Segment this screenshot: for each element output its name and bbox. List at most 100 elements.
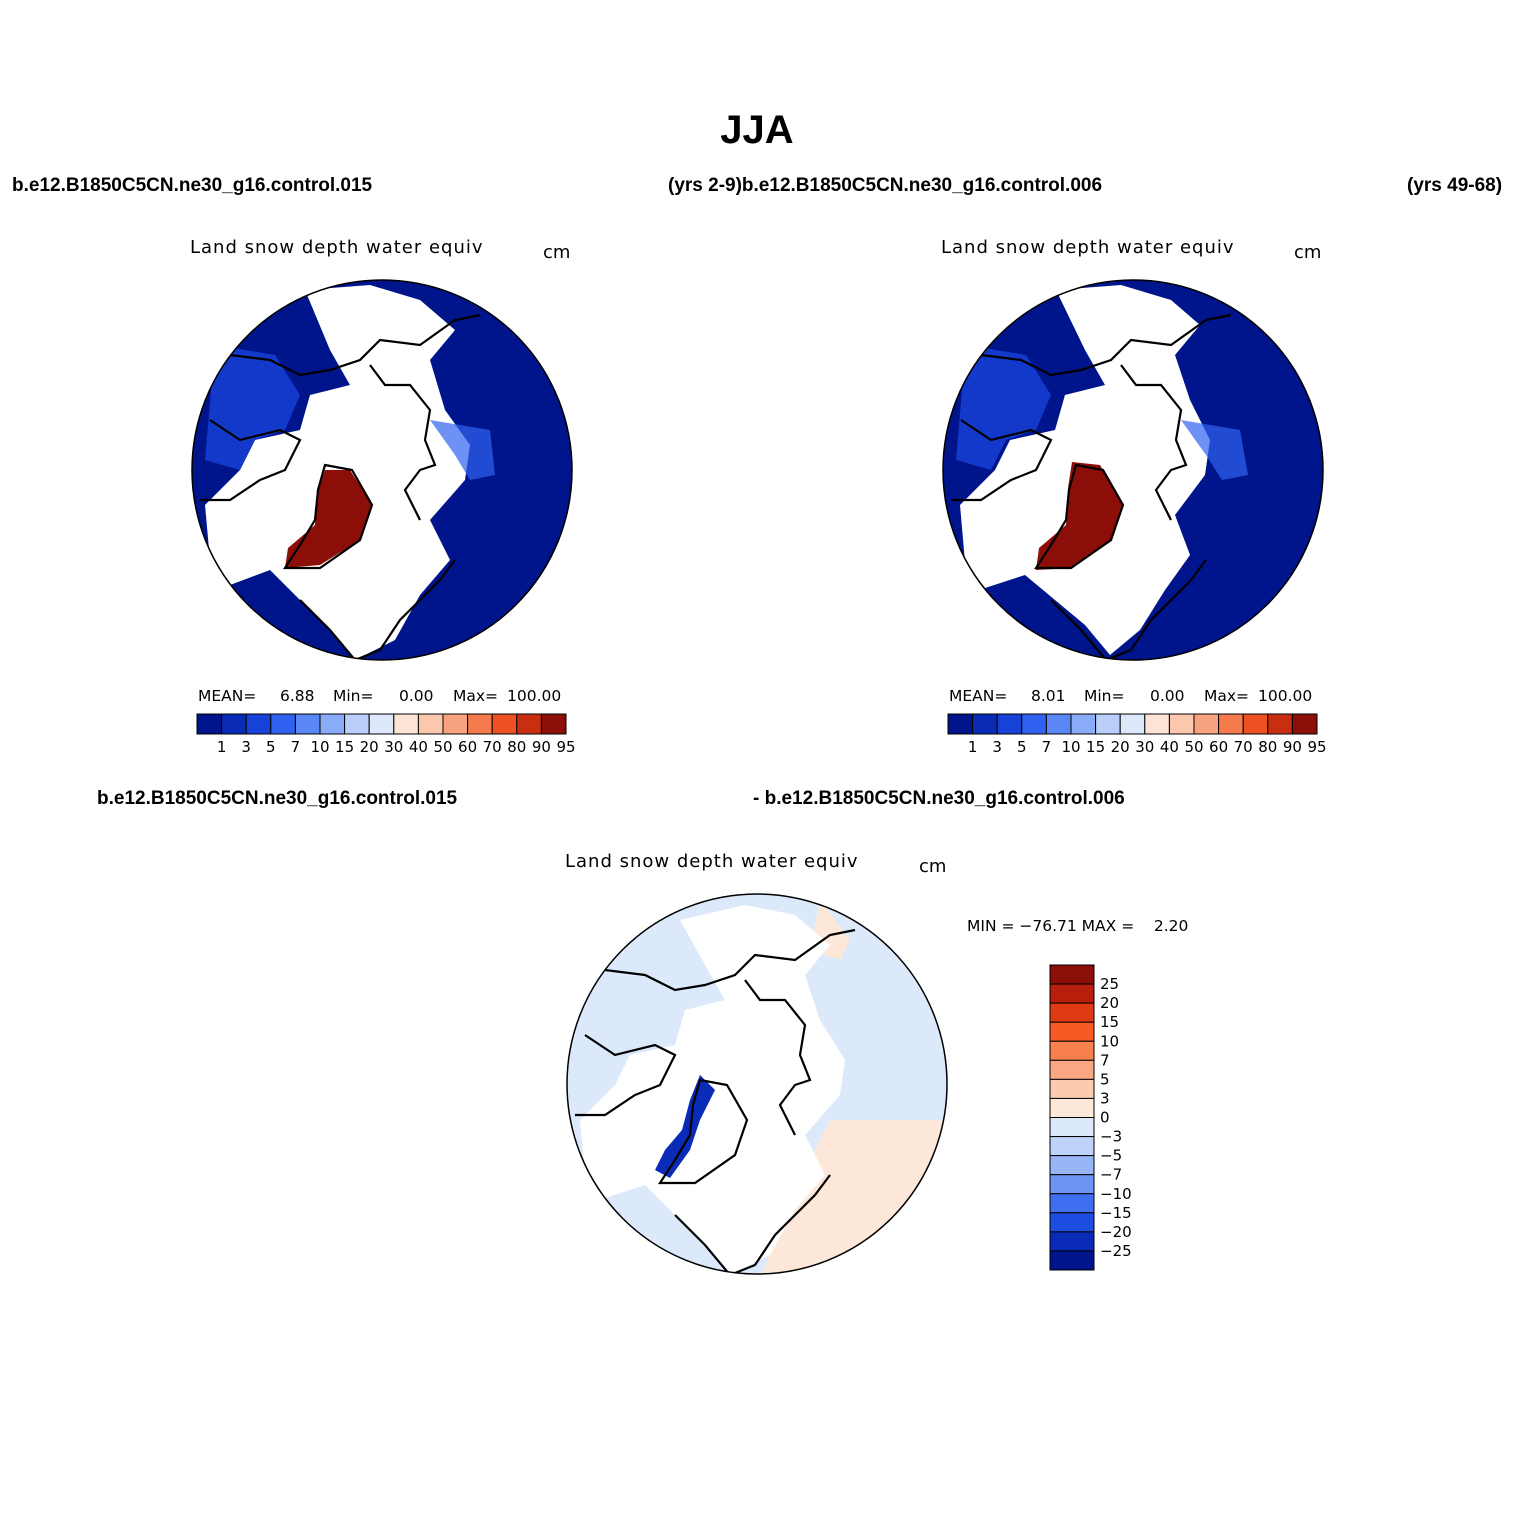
panel2-colorbar-swatch	[1070, 713, 1097, 735]
panel1-min-label: Min=	[333, 687, 374, 705]
diff-colorbar-tick-label: 3	[1100, 1089, 1110, 1107]
panel2-colorbar-swatch	[1168, 713, 1195, 735]
panel1-boundary	[191, 279, 573, 661]
panel1-colorbar-swatch	[368, 713, 395, 735]
header-diff-case-1: b.e12.B1850C5CN.ne30_g16.control.015	[97, 788, 458, 809]
panel2-mean-label: MEAN=	[949, 687, 1008, 705]
panel2-colorbar-swatch	[1242, 713, 1269, 735]
panel1-colorbar-swatch	[393, 713, 419, 735]
panel1-colorbar-swatch	[270, 713, 296, 735]
panel2-colorbar-swatch	[1144, 713, 1170, 735]
panel2-colorbar-tick-label: 40	[1160, 738, 1179, 756]
panel1-greenland	[285, 470, 372, 568]
panel1-colorbar-tick-label: 10	[310, 738, 329, 756]
diff-colorbar-tick-label: −7	[1100, 1166, 1122, 1184]
header-case-1: b.e12.B1850C5CN.ne30_g16.control.015	[12, 175, 373, 196]
panel2-colorbar-tick-label: 30	[1135, 738, 1154, 756]
panel2-variable-title: Land snow depth water equiv	[941, 237, 1235, 258]
diff-colorbar-swatch	[1049, 1002, 1095, 1023]
panel2-greenland	[1036, 462, 1124, 570]
diff-boundary	[566, 893, 948, 1275]
panel1-colorbar-tick-label: 3	[241, 738, 251, 756]
panel2-polar-map	[942, 279, 1324, 661]
diff-colorbar-swatch	[1049, 1078, 1095, 1099]
diff-colorbar-swatch	[1049, 1040, 1095, 1061]
panel2-max-value: 100.00	[1258, 687, 1313, 705]
panel2-colorbar-swatch	[1095, 713, 1121, 735]
panel1-colorbar-swatch	[294, 713, 321, 735]
panel1-mean-value: 6.88	[280, 687, 315, 705]
panel1-colorbar-tick-label: 5	[266, 738, 276, 756]
panel2-colorbar-tick-label: 60	[1209, 738, 1228, 756]
diff-colorbar-tick-label: 10	[1100, 1032, 1119, 1050]
panel2-colorbar-swatch	[1291, 713, 1318, 735]
panel2-colorbar-tick-label: 10	[1061, 738, 1080, 756]
panel2-colorbar-swatch	[996, 713, 1023, 735]
panel2-colorbar-tick-label: 7	[1042, 738, 1052, 756]
header-years-2: (yrs 49-68)	[1407, 175, 1503, 196]
panel1-mean-label: MEAN=	[198, 687, 257, 705]
panel2-colorbar-swatch	[1218, 713, 1244, 735]
panel1-colorbar-tick-label: 30	[384, 738, 403, 756]
diff-units: cm	[919, 856, 947, 877]
panel1-units: cm	[543, 242, 571, 263]
diff-colorbar-swatch	[1049, 1155, 1095, 1176]
diff-colorbar-swatch	[1049, 1174, 1095, 1195]
diff-colorbar-tick-label: 20	[1100, 994, 1119, 1012]
diff-colorbar-swatch	[1049, 1021, 1095, 1042]
diff-colorbar-tick-label: −15	[1100, 1204, 1132, 1222]
panel2-min-label: Min=	[1084, 687, 1125, 705]
panel1-colorbar-tick-label: 50	[433, 738, 452, 756]
panel1-colorbar-swatch	[491, 713, 518, 735]
diff-colorbar-swatch	[1049, 964, 1095, 985]
diff-colorbar-tick-label: −20	[1100, 1223, 1132, 1241]
panel1-coastlines	[200, 313, 481, 660]
panel1-colorbar-swatch	[344, 713, 370, 735]
diff-colorbar-swatch	[1049, 1117, 1095, 1138]
panel1-colorbar-swatch	[245, 713, 272, 735]
diff-colorbar-tick-label: 25	[1100, 975, 1119, 993]
panel1-colorbar-tick-label: 80	[507, 738, 526, 756]
panel1-colorbar-swatch	[221, 713, 247, 735]
header-case-2: (yrs 2-9)b.e12.B1850C5CN.ne30_g16.contro…	[668, 175, 1103, 196]
panel2-colorbar-tick-label: 3	[992, 738, 1002, 756]
diff-greenland-negative	[655, 1075, 715, 1178]
panel1-colorbar-tick-label: 1	[217, 738, 227, 756]
panel2-colorbar-tick-label: 95	[1307, 738, 1326, 756]
panel2-colorbar-tick-label: 50	[1184, 738, 1203, 756]
panel2-mean-value: 8.01	[1031, 687, 1066, 705]
panel1-colorbar-tick-label: 70	[483, 738, 502, 756]
diff-colorbar-tick-label: 5	[1100, 1070, 1110, 1088]
panel2-colorbar-tick-label: 5	[1017, 738, 1027, 756]
diff-polar-map	[566, 893, 948, 1275]
diff-minmax: MIN = −76.71 MAX = 2.20	[967, 917, 1189, 935]
diff-colorbar-swatch	[1049, 983, 1095, 1004]
diff-colorbar-swatch	[1049, 1136, 1095, 1157]
panel2-colorbar-tick-label: 90	[1283, 738, 1302, 756]
panel2-min-value: 0.00	[1150, 687, 1185, 705]
panel1-colorbar-swatch	[319, 713, 346, 735]
panel2-colorbar-swatch	[947, 713, 974, 735]
panel1-colorbar-swatch	[417, 713, 444, 735]
figure-title: JJA	[720, 108, 794, 152]
panel2-colorbar-swatch	[1045, 713, 1072, 735]
panel2-colorbar-tick-label: 1	[968, 738, 978, 756]
diff-colorbar-tick-label: −25	[1100, 1242, 1132, 1260]
panel2-colorbar-tick-label: 15	[1086, 738, 1105, 756]
panel1-colorbar-tick-label: 60	[458, 738, 477, 756]
panel2-units: cm	[1294, 242, 1322, 263]
panel2-colorbar-swatch	[1267, 713, 1293, 735]
diff-colorbar-tick-label: 7	[1100, 1051, 1110, 1069]
panel1-colorbar-tick-label: 20	[360, 738, 379, 756]
diff-variable-title: Land snow depth water equiv	[565, 851, 859, 872]
panel2-colorbar-swatch	[1193, 713, 1220, 735]
panel1-colorbar-tick-label: 40	[409, 738, 428, 756]
panel1-min-value: 0.00	[399, 687, 434, 705]
panel2-colorbar-swatch	[1021, 713, 1047, 735]
panel1-polar-map	[191, 279, 573, 661]
panel1-max-value: 100.00	[507, 687, 562, 705]
diff-colorbar-tick-label: −5	[1100, 1147, 1122, 1165]
diff-colorbar-tick-label: 0	[1100, 1109, 1110, 1127]
panel2-colorbar: 1 3 5 7 10 15 20 30 40 50 60 70 80 90 95	[947, 713, 1327, 756]
